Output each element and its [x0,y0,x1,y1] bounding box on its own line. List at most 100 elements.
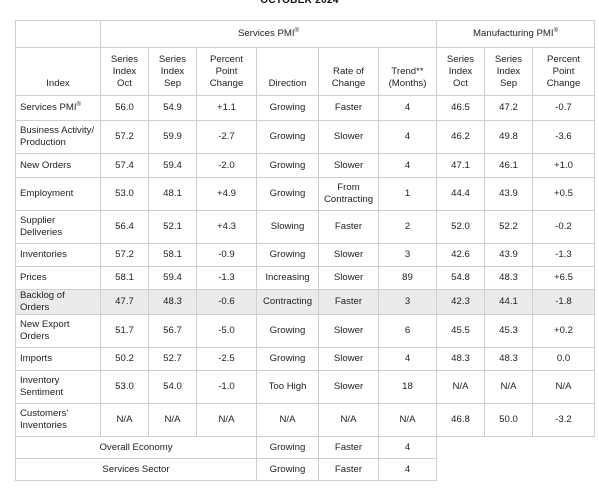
direction-cell: N/A [256,403,319,437]
mfg-change-cell: +1.0 [531,153,596,178]
index-name-label: Prices [20,272,47,283]
direction-cell: Slowing [256,210,319,244]
svc-sep-cell: 59.9 [148,120,197,154]
table-row: New Export Orders 51.7 56.7 -5.0 Growing Slow… [15,314,596,348]
summary-label-cell: Overall Economy [15,436,257,459]
svc-sep-cell: N/A [148,403,197,437]
rate-cell: Faster [318,289,379,315]
mfg-sep-cell: 43.9 [484,177,533,211]
summary-row: Overall Economy Growing Faster 4 [15,436,595,459]
pmi-comparison-table: Services PMI® Manufacturing PMI® Index S… [15,20,596,481]
mfg-change-cell: N/A [531,370,596,404]
rate-cell: Slower [318,347,379,371]
trend-cell: 18 [378,370,437,404]
svc-sep-cell: 59.4 [148,266,197,290]
index-name-cell: Imports [15,347,101,371]
svc-oct-cell: 53.0 [100,370,149,404]
mfg-change-cell: +0.2 [531,314,596,348]
mfg-change-cell: +0.5 [531,177,596,211]
svc-change-cell: -5.0 [196,314,257,348]
rate-cell: Slower [318,370,379,404]
trend-cell: 89 [378,266,437,290]
index-name-cell: Inventory Sentiment [15,370,101,404]
mfg-sep-cell: 50.0 [484,403,533,437]
index-name-cell: Employment [15,177,101,211]
svc-change-cell: +4.9 [196,177,257,211]
trend-cell: 3 [378,289,437,315]
svc-change-column-header: Percent Point Change [196,47,257,96]
svc-sep-cell: 52.1 [148,210,197,244]
svc-change-cell: -2.5 [196,347,257,371]
index-name-label: Services PMI [20,102,77,113]
mfg-oct-cell: 54.8 [436,266,485,290]
mfg-oct-cell: 45.5 [436,314,485,348]
mfg-sep-column-header: Series Index Sep [484,47,533,96]
mfg-sep-cell: 44.1 [484,289,533,315]
svc-change-cell: +1.1 [196,95,257,121]
index-name-label: Customers' Inventories [20,408,69,431]
column-header-row: Index Series Index Oct Series Index Sep … [15,47,596,96]
svc-oct-cell: 47.7 [100,289,149,315]
mfg-oct-cell: 47.1 [436,153,485,178]
svc-sep-cell: 52.7 [148,347,197,371]
summary-label-cell: Services Sector [15,458,257,481]
svc-oct-cell: 50.2 [100,347,149,371]
trend-cell: 4 [378,153,437,178]
svc-sep-cell: 54.0 [148,370,197,404]
mfg-oct-cell: N/A [436,370,485,404]
index-name-cell: Supplier Deliveries [15,210,101,244]
mfg-sep-cell: 52.2 [484,210,533,244]
table-row: Employment 53.0 48.1 +4.9 Growing From Contra… [15,177,596,211]
index-name-label: Business Activity/ Production [20,125,95,148]
services-pmi-group-header: Services PMI® [100,20,437,48]
index-name-label: Supplier Deliveries [20,215,63,238]
mfg-oct-cell: 46.8 [436,403,485,437]
svc-oct-cell: 51.7 [100,314,149,348]
svc-sep-cell: 59.4 [148,153,197,178]
trend-cell: 1 [378,177,437,211]
index-name-label: Inventories [20,249,67,260]
manufacturing-pmi-group-header: Manufacturing PMI® [435,20,596,48]
mfg-sep-cell: 48.3 [484,347,533,371]
rate-cell: Faster [318,95,379,121]
svc-change-cell: -0.9 [196,243,257,267]
rate-cell: Slower [318,243,379,267]
direction-cell: Growing [256,120,319,154]
mfg-sep-cell: 48.3 [484,266,533,290]
mfg-sep-cell: 47.2 [484,95,533,121]
index-name-cell: Inventories [15,243,101,267]
mfg-oct-column-header: Series Index Oct [436,47,485,96]
trend-cell: 4 [378,347,437,371]
trend-cell: N/A [378,403,437,437]
direction-cell: Too High [256,370,319,404]
table-row: Backlog of Orders 47.7 48.3 -0.6 Contracting… [15,289,596,315]
mfg-change-cell: -0.7 [531,95,596,121]
svc-oct-cell: 57.2 [100,243,149,267]
rate-cell: Slower [318,120,379,154]
svc-oct-cell: 57.2 [100,120,149,154]
svc-oct-cell: 58.1 [100,266,149,290]
index-name-label: Employment [20,188,74,199]
index-name-cell: Prices [15,266,101,290]
direction-cell: Growing [256,153,319,178]
svc-change-cell: -1.0 [196,370,257,404]
rate-cell: Slower [318,266,379,290]
registered-mark: ® [76,101,81,108]
svc-sep-cell: 58.1 [148,243,197,267]
direction-cell: Growing [256,177,319,211]
trend-cell: 4 [378,458,437,481]
mfg-change-cell: -3.6 [531,120,596,154]
svc-sep-cell: 48.1 [148,177,197,211]
index-name-cell: Customers' Inventories [15,403,101,437]
table-row: Imports 50.2 52.7 -2.5 Growing Slower 4 48.3 48.… [15,347,596,371]
index-name-cell: Backlog of Orders [15,289,101,315]
direction-cell: Increasing [256,266,319,290]
table-row: Supplier Deliveries 56.4 52.1 +4.3 Slowing Fa… [15,210,596,244]
direction-cell: Contracting [256,289,319,315]
svc-change-cell: +4.3 [196,210,257,244]
rate-cell: Slower [318,314,379,348]
mfg-change-cell: -0.2 [531,210,596,244]
direction-cell: Growing [256,95,319,121]
mfg-change-cell: -1.3 [531,243,596,267]
direction-cell: Growing [256,314,319,348]
